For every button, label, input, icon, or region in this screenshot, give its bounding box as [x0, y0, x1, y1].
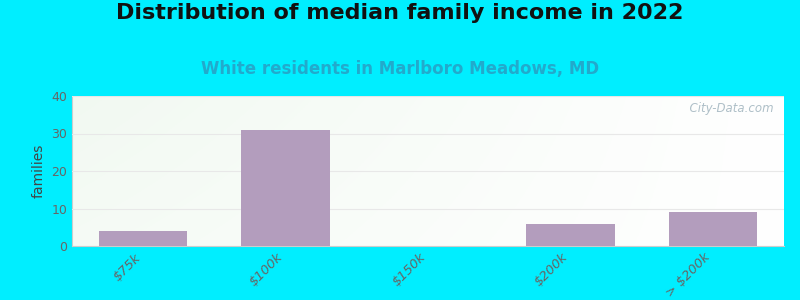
Bar: [99, 231, 187, 246]
Y-axis label: families: families: [32, 144, 46, 198]
Text: White residents in Marlboro Meadows, MD: White residents in Marlboro Meadows, MD: [201, 60, 599, 78]
Bar: [242, 130, 330, 246]
Text: Distribution of median family income in 2022: Distribution of median family income in …: [116, 3, 684, 23]
Text: City-Data.com: City-Data.com: [682, 102, 774, 115]
Bar: [669, 212, 757, 246]
Bar: [526, 224, 614, 246]
